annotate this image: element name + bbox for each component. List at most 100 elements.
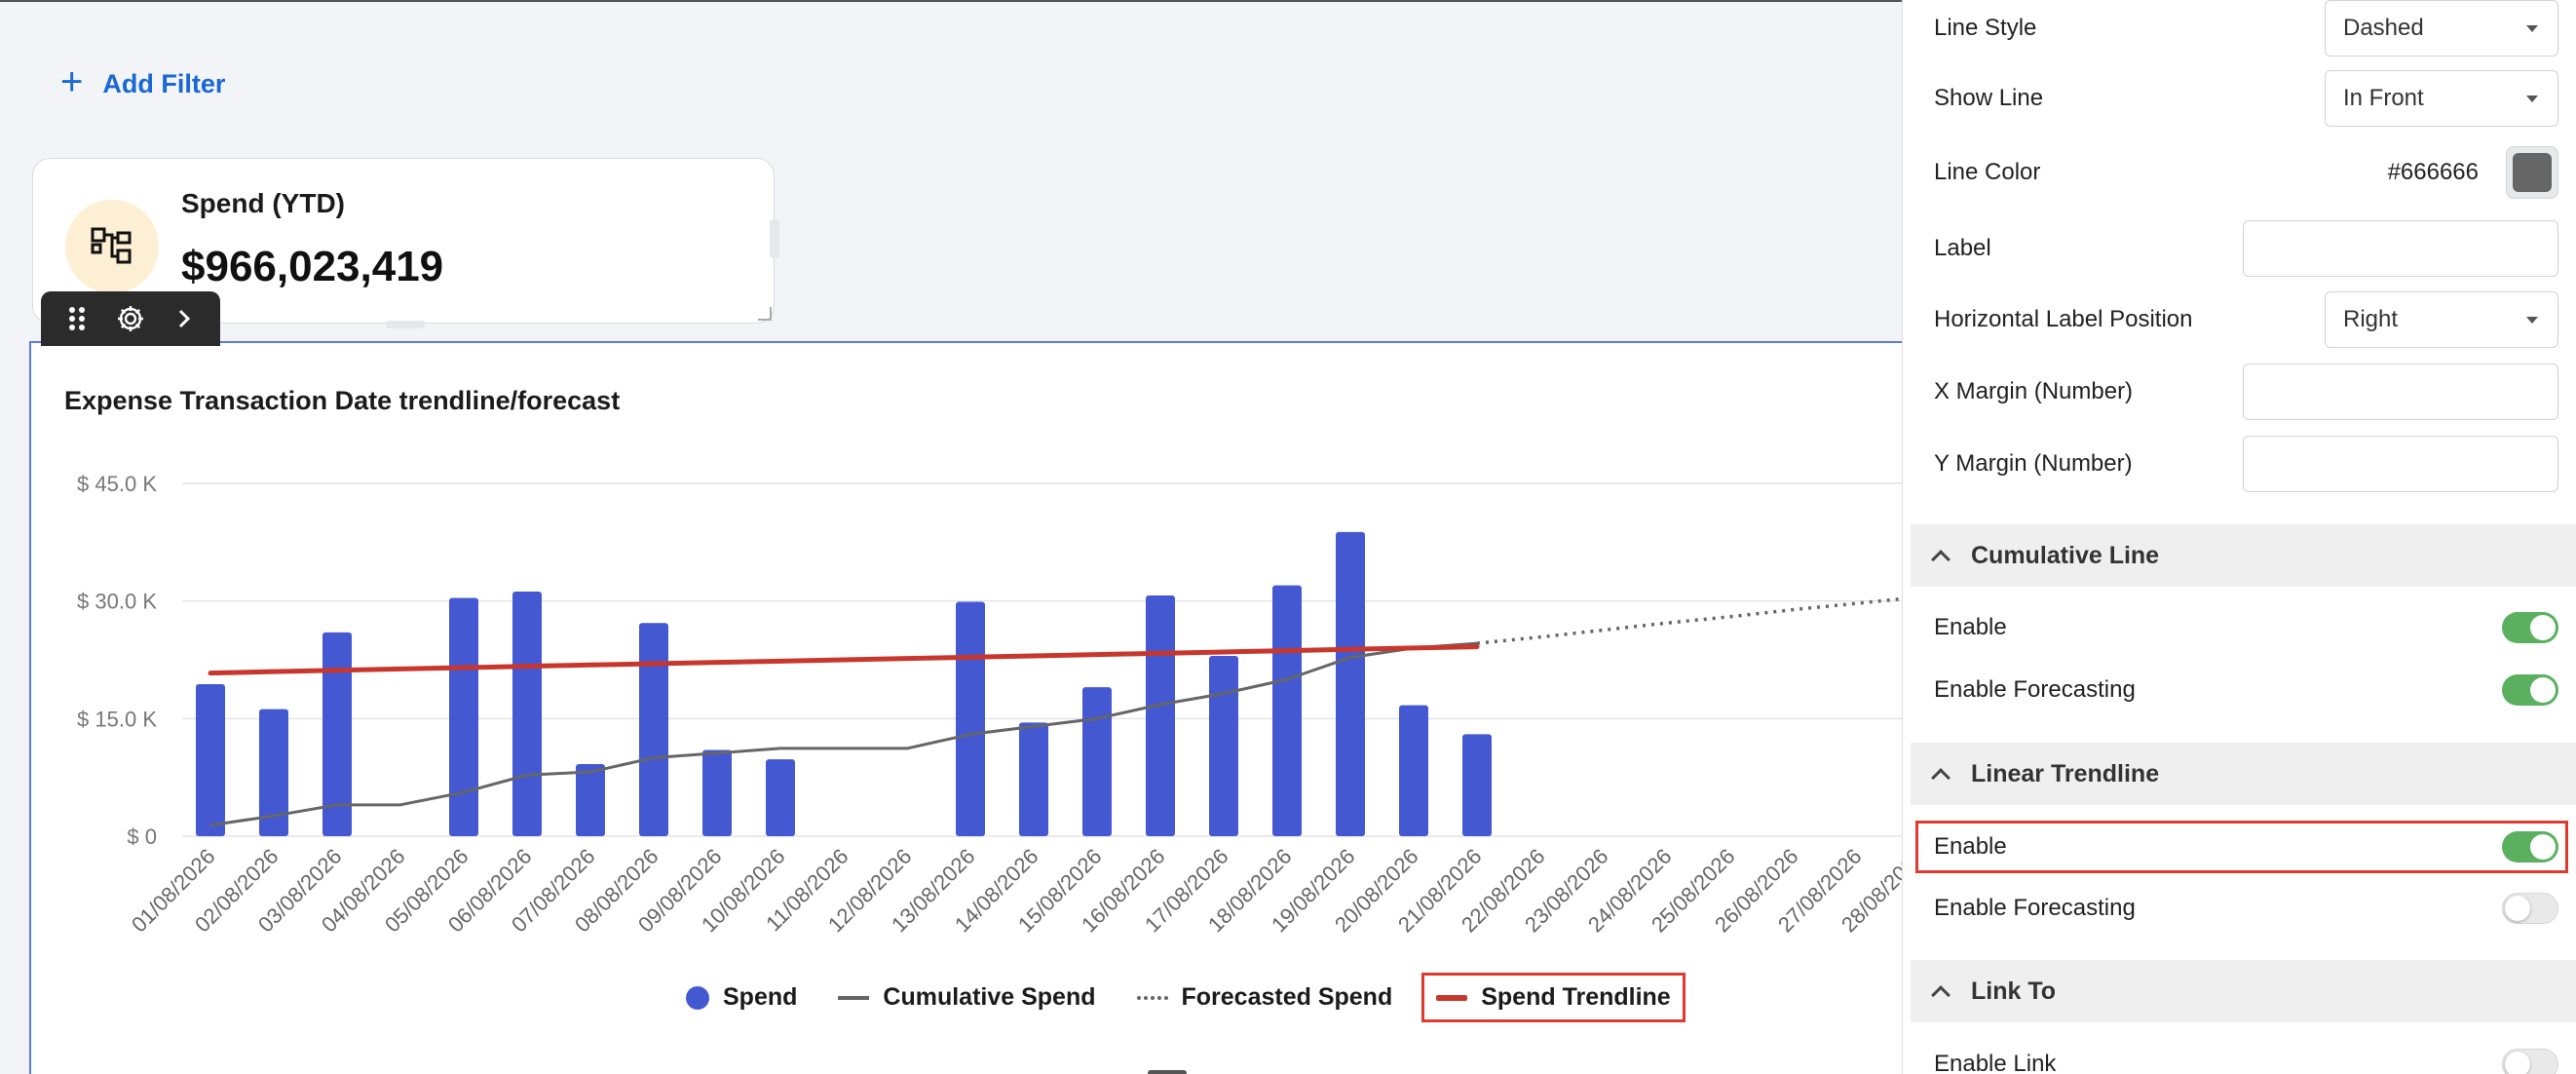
legend-swatch-spend bbox=[686, 985, 709, 1010]
bar bbox=[196, 683, 225, 836]
bar bbox=[449, 597, 478, 836]
bar bbox=[639, 623, 668, 836]
label-row: Label bbox=[1934, 220, 2558, 277]
drag-handle-icon[interactable] bbox=[57, 299, 96, 338]
bar bbox=[1082, 687, 1112, 836]
bar bbox=[512, 592, 542, 836]
y-tick-label: $ 15.0 K bbox=[77, 707, 157, 731]
link-enable-label: Enable Link bbox=[1934, 1051, 2057, 1074]
section-cumulative-line[interactable]: Cumulative Line bbox=[1911, 524, 2576, 587]
bar bbox=[1336, 531, 1365, 836]
bar bbox=[766, 759, 795, 836]
section-linear-trendline[interactable]: Linear Trendline bbox=[1911, 743, 2576, 805]
hlabel-position-select[interactable]: Right bbox=[2325, 291, 2558, 348]
bar bbox=[1399, 705, 1428, 836]
cumulative-enable-toggle[interactable] bbox=[2502, 612, 2558, 643]
section-cumulative-title: Cumulative Line bbox=[1971, 541, 2160, 569]
link-enable-toggle[interactable] bbox=[2502, 1049, 2558, 1074]
trend-forecast-label: Enable Forecasting bbox=[1934, 895, 2136, 921]
bar bbox=[956, 601, 985, 836]
y-margin-row: Y Margin (Number) bbox=[1934, 436, 2558, 492]
bar bbox=[1019, 722, 1048, 836]
resize-handle-right[interactable] bbox=[770, 219, 779, 258]
series-line-trendline bbox=[208, 644, 1480, 676]
hlabel-position-label: Horizontal Label Position bbox=[1934, 306, 2193, 332]
chevron-right-icon[interactable] bbox=[165, 299, 204, 338]
label-label: Label bbox=[1934, 235, 1991, 261]
x-margin-input[interactable] bbox=[2243, 364, 2558, 420]
line-style-select[interactable]: Dashed bbox=[2325, 0, 2558, 57]
legend-item-trendline[interactable]: Spend Trendline bbox=[1421, 973, 1686, 1022]
y-margin-input[interactable] bbox=[2243, 436, 2558, 492]
chart-widget[interactable]: Expense Transaction Date trendline/forec… bbox=[29, 341, 1919, 1074]
trend-enable-label: Enable bbox=[1934, 833, 2007, 860]
link-enable-row: Enable Link bbox=[1934, 1045, 2558, 1074]
legend-swatch-forecast bbox=[1136, 995, 1168, 1000]
bar bbox=[702, 749, 732, 836]
dashboard-canvas: + Add Filter Spend (YTD) $966,023,419 bbox=[0, 0, 1919, 1074]
resize-handle-bottom[interactable] bbox=[386, 321, 425, 328]
legend-swatch-cumulative bbox=[838, 995, 870, 1000]
section-trendline-title: Linear Trendline bbox=[1971, 759, 2160, 787]
chevron-up-icon bbox=[1931, 550, 1951, 569]
legend-label-forecast: Forecasted Spend bbox=[1181, 983, 1393, 1011]
line-style-value: Dashed bbox=[2343, 15, 2424, 41]
line-color-swatch[interactable] bbox=[2506, 146, 2558, 199]
section-link-to[interactable]: Link To bbox=[1911, 960, 2576, 1022]
series-line-forecast bbox=[1476, 596, 1904, 645]
line-color-label: Line Color bbox=[1934, 159, 2041, 185]
hlabel-position-row: Horizontal Label Position Right bbox=[1934, 291, 2558, 348]
show-line-row: Show Line In Front bbox=[1934, 70, 2558, 127]
plus-icon: + bbox=[60, 60, 84, 103]
chart-legend: Spend Cumulative Spend Forecasted Spend … bbox=[674, 973, 1703, 1022]
cumulative-enable-label: Enable bbox=[1934, 614, 2007, 640]
legend-item-spend[interactable]: Spend bbox=[674, 974, 809, 1021]
legend-swatch-trendline bbox=[1436, 994, 1468, 1001]
trend-enable-row: Enable bbox=[1934, 827, 2558, 866]
y-margin-label: Y Margin (Number) bbox=[1934, 450, 2133, 477]
bar bbox=[576, 763, 605, 836]
chart-plot: $ 0$ 15.0 K$ 30.0 K$ 45.0 K01/08/202602/… bbox=[77, 472, 1904, 937]
cumulative-enable-row: Enable bbox=[1934, 608, 2558, 647]
series-line-cumulative bbox=[209, 641, 1478, 827]
bar bbox=[1146, 595, 1175, 836]
legend-item-cumulative[interactable]: Cumulative Spend bbox=[826, 974, 1107, 1021]
caret-down-icon bbox=[2526, 95, 2538, 102]
chevron-up-icon bbox=[1931, 985, 1951, 1005]
kpi-value: $966,023,419 bbox=[181, 243, 444, 290]
add-filter-label: Add Filter bbox=[102, 68, 226, 98]
bar bbox=[1209, 655, 1238, 836]
legend-label-trendline: Spend Trendline bbox=[1481, 983, 1671, 1011]
y-tick-label: $ 45.0 K bbox=[77, 472, 157, 496]
resize-corner[interactable] bbox=[758, 307, 772, 321]
line-color-hex[interactable]: #666666 bbox=[2387, 159, 2479, 185]
show-line-select[interactable]: In Front bbox=[2325, 70, 2558, 127]
chart-resize-handle[interactable] bbox=[1148, 1070, 1187, 1074]
y-tick-label: $ 30.0 K bbox=[77, 590, 157, 614]
add-filter-button[interactable]: + Add Filter bbox=[60, 62, 226, 101]
line-style-label: Line Style bbox=[1934, 15, 2037, 41]
show-line-value: In Front bbox=[2343, 85, 2424, 111]
legend-item-forecast[interactable]: Forecasted Spend bbox=[1125, 974, 1405, 1021]
label-input[interactable] bbox=[2243, 220, 2558, 277]
gear-icon[interactable] bbox=[111, 299, 150, 338]
trend-forecast-toggle[interactable] bbox=[2502, 893, 2558, 924]
line-style-row: Line Style Dashed bbox=[1934, 0, 2558, 57]
caret-down-icon bbox=[2526, 316, 2538, 324]
settings-panel: Line Style Dashed Show Line In Front Lin… bbox=[1902, 0, 2576, 1074]
hlabel-position-value: Right bbox=[2343, 306, 2399, 332]
legend-label-cumulative: Cumulative Spend bbox=[883, 983, 1096, 1011]
section-link-title: Link To bbox=[1971, 977, 2057, 1005]
cumulative-forecast-label: Enable Forecasting bbox=[1934, 676, 2136, 703]
legend-label-spend: Spend bbox=[723, 983, 798, 1011]
x-margin-label: X Margin (Number) bbox=[1934, 378, 2134, 404]
chevron-up-icon bbox=[1931, 768, 1951, 787]
bar bbox=[1462, 734, 1492, 836]
caret-down-icon bbox=[2526, 24, 2538, 32]
chart-title: Expense Transaction Date trendline/forec… bbox=[64, 386, 621, 415]
trend-forecast-row: Enable Forecasting bbox=[1934, 889, 2558, 928]
y-tick-label: $ 0 bbox=[127, 825, 157, 849]
trend-enable-toggle[interactable] bbox=[2502, 831, 2558, 863]
line-color-row: Line Color #666666 bbox=[1934, 144, 2558, 201]
cumulative-forecast-toggle[interactable] bbox=[2502, 674, 2558, 706]
